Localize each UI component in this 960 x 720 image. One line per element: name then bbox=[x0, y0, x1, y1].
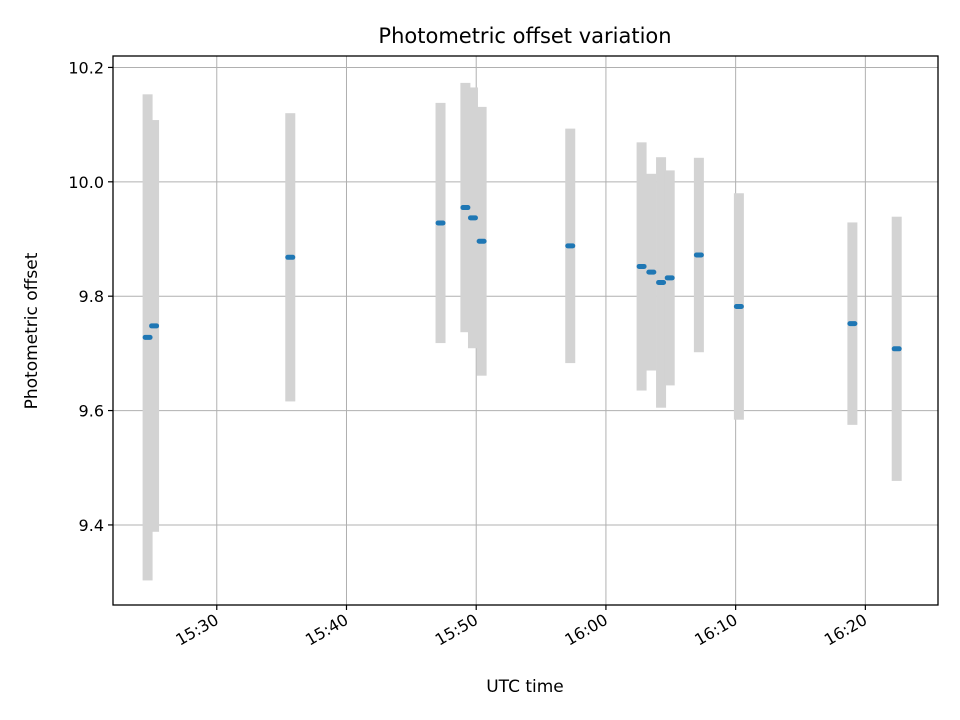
data-point bbox=[285, 254, 296, 260]
y-tick-label: 9.6 bbox=[79, 402, 104, 421]
data-point bbox=[149, 323, 160, 329]
data-point bbox=[565, 243, 576, 249]
error-bars bbox=[142, 82, 902, 581]
data-point bbox=[142, 334, 153, 340]
data-point bbox=[460, 205, 471, 211]
data-point bbox=[467, 215, 478, 221]
plot-frame bbox=[112, 55, 939, 606]
x-axis-label: UTC time bbox=[486, 677, 564, 697]
x-tick-label: 16:10 bbox=[691, 610, 740, 650]
x-tick-label: 15:50 bbox=[432, 610, 481, 650]
data-point bbox=[891, 346, 902, 352]
x-tick-label: 15:40 bbox=[302, 610, 351, 650]
data-point bbox=[664, 275, 675, 281]
data-point bbox=[636, 263, 647, 269]
y-tick-label: 10.2 bbox=[68, 58, 104, 77]
data-point bbox=[656, 279, 667, 285]
x-tick-label: 16:20 bbox=[821, 610, 870, 650]
y-tick-label: 10.0 bbox=[68, 173, 104, 192]
chart-title: Photometric offset variation bbox=[378, 24, 671, 48]
data-point bbox=[476, 238, 487, 244]
x-tick-label: 16:00 bbox=[561, 610, 610, 650]
x-tick-label: 15:30 bbox=[172, 610, 221, 650]
y-tick-label: 9.4 bbox=[79, 516, 104, 535]
y-tick-label: 9.8 bbox=[79, 287, 104, 306]
data-point bbox=[733, 303, 744, 309]
grid bbox=[113, 56, 938, 605]
data-point bbox=[693, 252, 704, 258]
data-point bbox=[435, 220, 446, 226]
data-points bbox=[142, 205, 902, 352]
data-point bbox=[646, 269, 657, 275]
y-axis-label: Photometric offset bbox=[22, 252, 42, 409]
data-point bbox=[847, 321, 858, 327]
